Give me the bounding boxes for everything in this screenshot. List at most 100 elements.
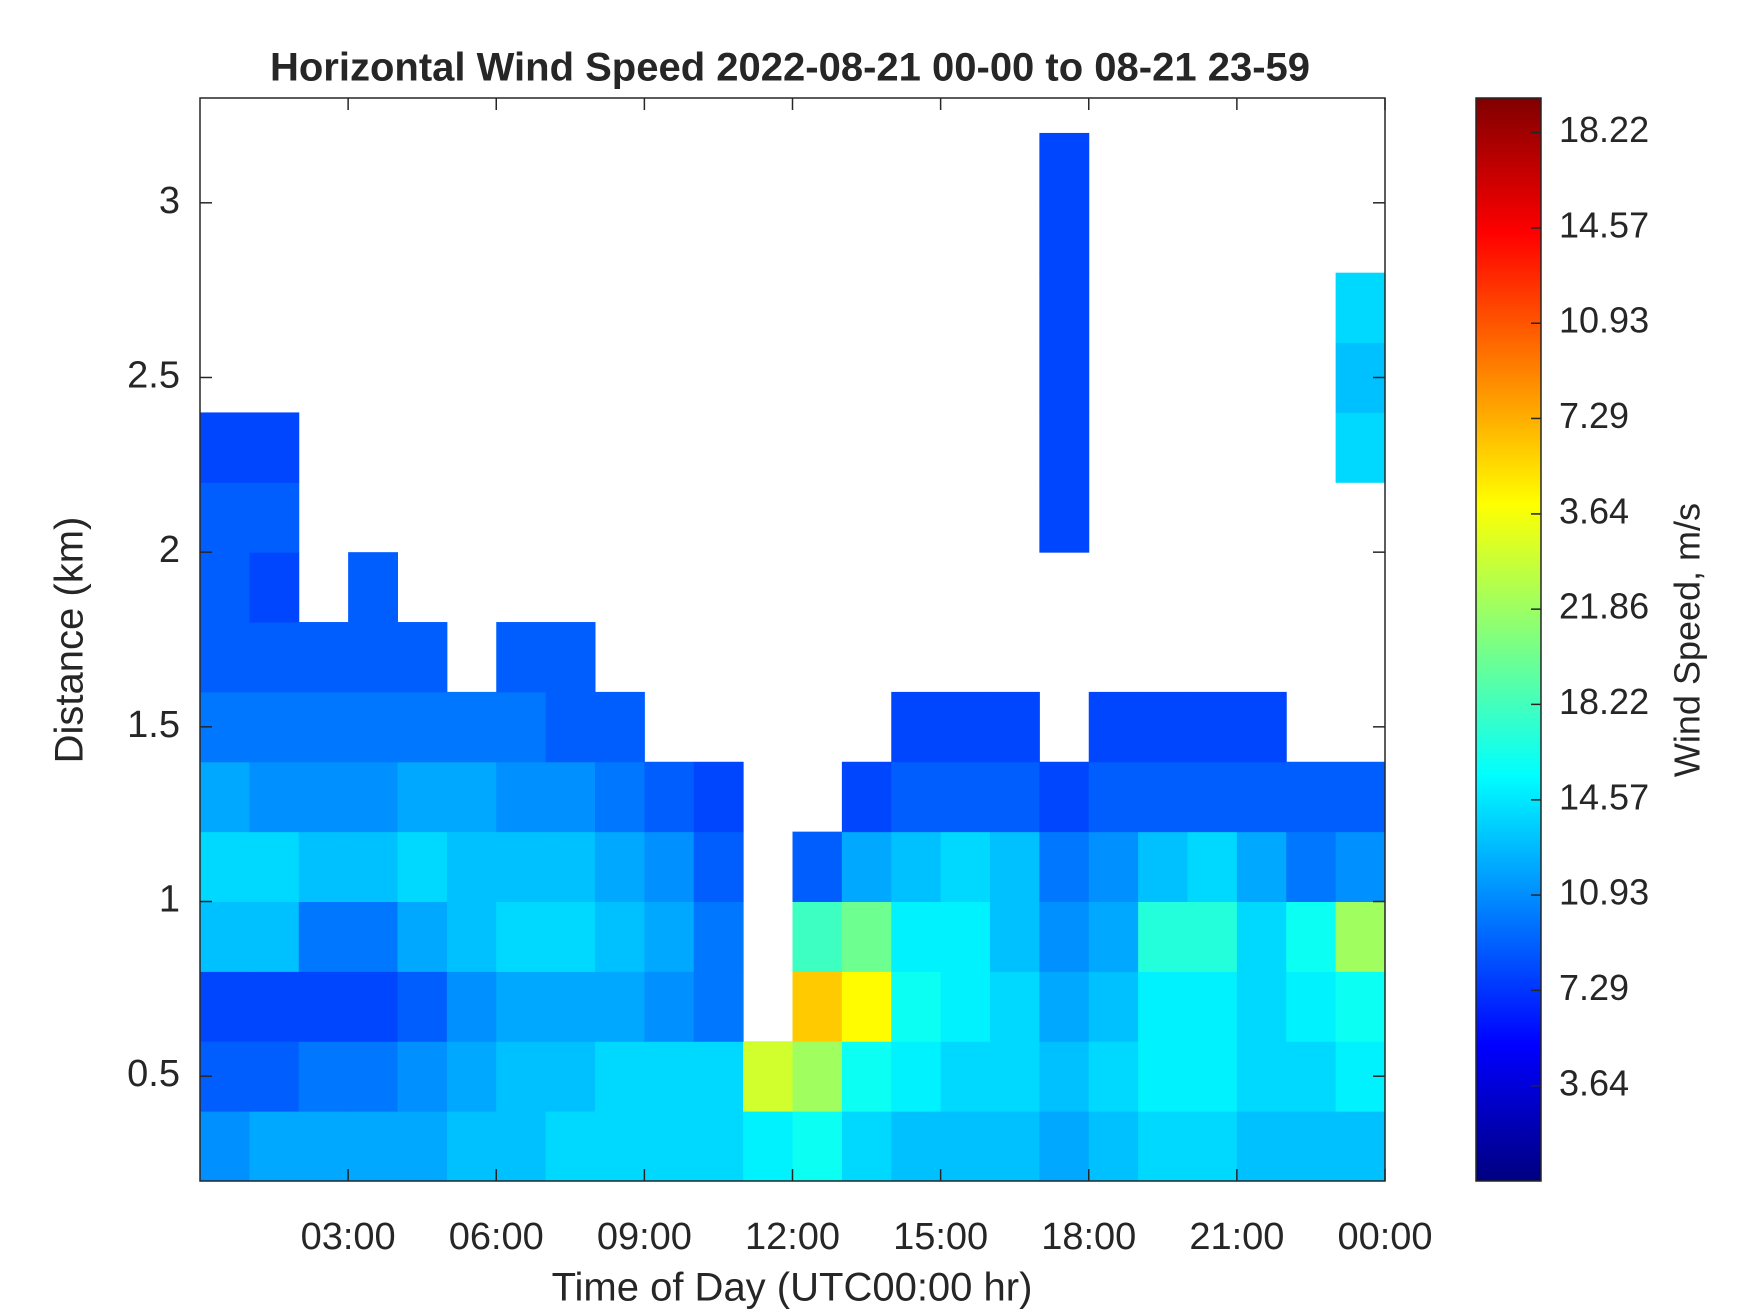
heat-cell [644,761,695,833]
heat-cell [249,971,300,1042]
heat-cell [348,901,398,972]
heat-cell [1335,831,1386,903]
heat-cell [644,1111,695,1182]
heat-cell [792,1111,843,1182]
heat-cell [545,901,596,972]
heat-cell [693,1111,744,1182]
heat-cell [940,761,991,833]
heat-cell [249,412,300,483]
y-tick-label: 2 [159,529,180,571]
heat-cell [595,831,645,903]
heat-cell [1039,132,1090,204]
heat-cell [200,1111,250,1182]
heat-cell [1088,971,1139,1042]
heat-cell [348,691,398,763]
colorbar-tick-label: 14.57 [1559,776,1649,817]
heat-cell [1236,971,1287,1042]
y-tick-label: 2.5 [127,355,180,397]
heat-cell [1335,272,1386,344]
heat-cell [990,901,1040,972]
heat-cell [446,1111,497,1182]
heat-cell [940,1111,991,1182]
heat-cell [545,761,596,833]
heat-cell [841,761,892,833]
heat-cell [496,761,547,833]
heat-cell [891,831,942,903]
heat-cell [990,761,1040,833]
heat-cell [940,831,991,903]
x-tick-label: 03:00 [301,1216,396,1258]
y-tick-label: 1.5 [127,704,180,746]
heat-cell [200,761,250,833]
heat-cell [545,971,596,1042]
heat-cell [1088,691,1139,763]
heat-cell [446,901,497,972]
heat-cell [1335,901,1386,972]
heat-cell [1335,1111,1386,1182]
heat-cell [496,1111,547,1182]
x-tick-label: 00:00 [1337,1216,1432,1258]
heat-cell [1138,831,1188,903]
heat-cell [1088,1041,1139,1112]
colorbar-tick-label: 10.93 [1559,872,1649,913]
heat-cell [298,831,349,903]
heat-cell [348,831,398,903]
heat-cell [891,1041,942,1112]
heat-cell [990,1111,1040,1182]
heat-cell [1187,691,1238,763]
heat-cell [1039,412,1090,483]
heat-cell [693,831,744,903]
heat-cell [1187,1111,1238,1182]
heat-cell [298,1111,349,1182]
x-tick-label: 12:00 [745,1216,840,1258]
heat-cell [1236,1111,1287,1182]
heat-cell [545,1041,596,1112]
heat-cell [1138,761,1188,833]
heat-cell [298,761,349,833]
heat-cell [298,901,349,972]
heat-cell [891,1111,942,1182]
y-tick-label: 3 [159,180,180,222]
heat-cell [1088,901,1139,972]
heat-cell [792,1041,843,1112]
heat-cell [348,1111,398,1182]
heat-cell [841,971,892,1042]
heat-cell [644,831,695,903]
heat-cell [348,761,398,833]
heat-cell [200,482,250,553]
heat-cell [1039,342,1090,413]
heat-cell [1187,901,1238,972]
heat-cell [397,761,448,833]
heat-cell [990,1041,1040,1112]
heat-cell [496,831,547,903]
heat-cell [496,622,547,693]
heat-cell [1138,1111,1188,1182]
heat-cell [446,761,497,833]
x-tick-label: 18:00 [1041,1216,1136,1258]
heat-cell [200,412,250,483]
heat-cell [1187,761,1238,833]
colorbar-tick-label: 3.64 [1559,1062,1629,1103]
heat-cell [940,691,991,763]
heat-cell [397,1041,448,1112]
colorbar [1475,97,1542,1182]
heat-cell [1138,901,1188,972]
heat-cell [595,1041,645,1112]
y-tick-label: 1 [159,879,180,921]
heat-cell [545,622,596,693]
colorbar-tick-label: 21.86 [1559,586,1649,627]
heat-cell [249,831,300,903]
x-tick-label: 09:00 [597,1216,692,1258]
x-tick-label: 21:00 [1189,1216,1284,1258]
heat-cell [446,831,497,903]
heat-cell [595,691,645,763]
heat-cell [348,1041,398,1112]
heat-cell [249,552,300,623]
heat-cell [397,901,448,972]
heat-cell [743,1111,793,1182]
heat-cell [249,1111,300,1182]
heat-cell [1138,1041,1188,1112]
colorbar-tick-label: 7.29 [1559,967,1629,1008]
heat-cell [1039,1111,1090,1182]
